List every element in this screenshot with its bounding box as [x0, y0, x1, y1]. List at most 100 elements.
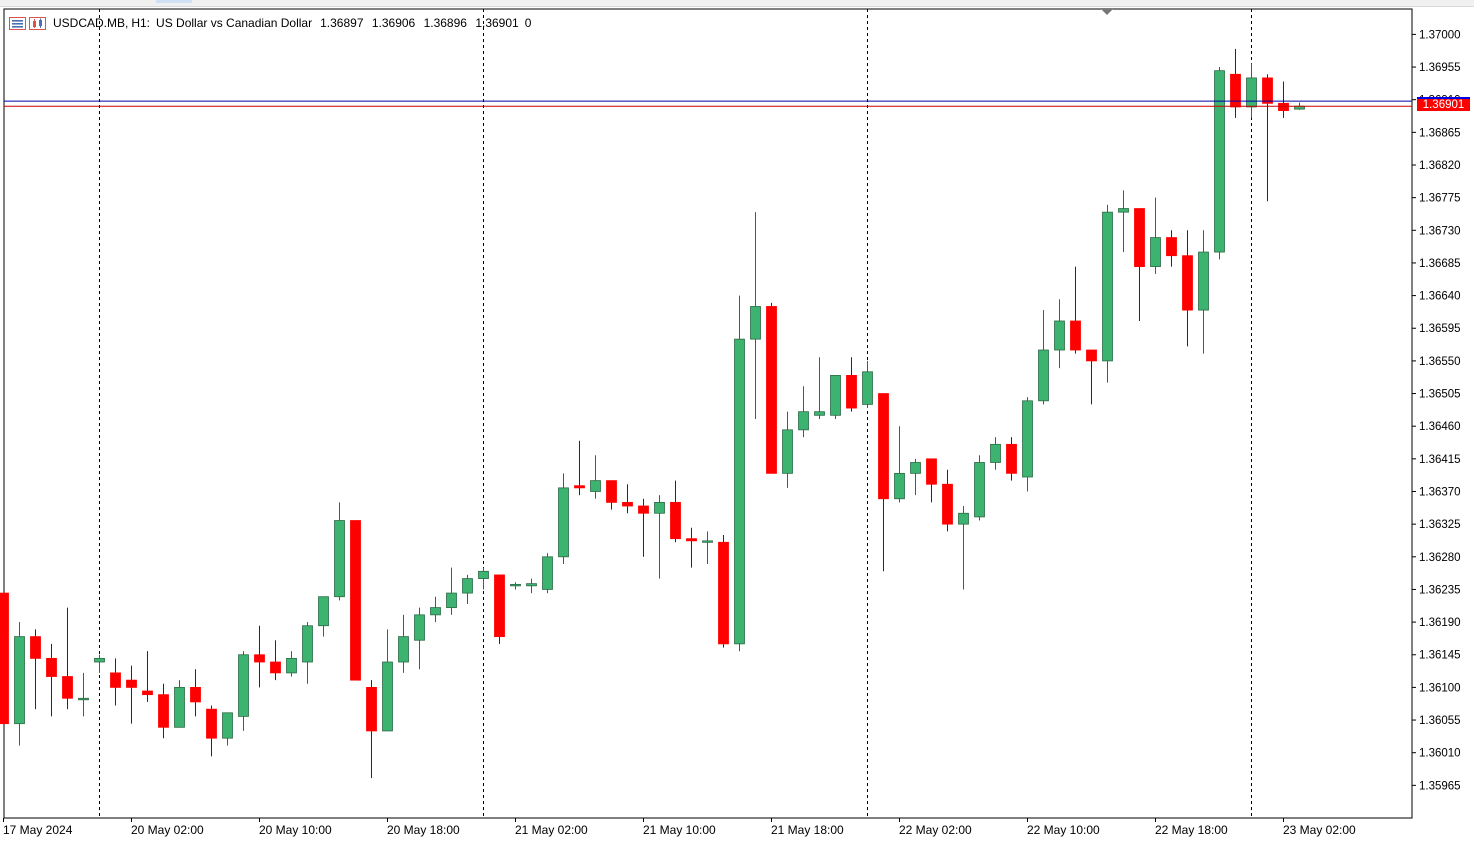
bear-candle: [30, 636, 41, 659]
bull-candle: [1246, 77, 1257, 108]
time-tick-label: 20 May 10:00: [259, 823, 332, 837]
active-tab-indicator[interactable]: [156, 0, 192, 3]
bull-candle: [174, 686, 185, 728]
bull-candle: [1102, 211, 1113, 362]
bull-candle: [222, 712, 233, 739]
ask-price-marker: [1417, 97, 1470, 101]
bear-candle: [254, 654, 265, 663]
bull-candle: [318, 596, 329, 627]
bull-candle: [446, 592, 457, 608]
bear-candle: [1230, 73, 1241, 108]
bull-candle: [430, 607, 441, 616]
bull-candle: [382, 661, 393, 732]
price-tick-label: 1.36415: [1419, 454, 1461, 466]
symbol-label: USDCAD.MB,: [53, 16, 129, 30]
time-tick-label: 21 May 18:00: [771, 823, 844, 837]
price-tick-label: 1.36550: [1419, 356, 1461, 368]
time-tick-label: 22 May 10:00: [1027, 823, 1100, 837]
shift-marker-icon: [1101, 9, 1113, 15]
time-tick-label: 22 May 02:00: [899, 823, 972, 837]
ohlc-readout: 1.36897 1.36906 1.36896 1.36901: [312, 16, 519, 30]
bear-candle: [574, 485, 585, 489]
bear-candle: [494, 574, 505, 638]
bear-candle: [46, 657, 57, 677]
price-tick-label: 1.36955: [1419, 62, 1461, 74]
price-tick-label: 1.36325: [1419, 519, 1461, 531]
bull-candle: [910, 462, 921, 474]
volume-value: 0: [524, 16, 532, 30]
bull-candle: [1214, 70, 1225, 253]
price-tick-label: 1.36640: [1419, 291, 1461, 303]
bear-candle: [1070, 320, 1081, 351]
bear-candle: [190, 686, 201, 703]
bull-candle: [862, 371, 873, 405]
price-tick-label: 1.36010: [1419, 748, 1461, 760]
bull-candle: [734, 338, 745, 645]
bear-candle: [942, 483, 953, 525]
price-tick-label: 1.36865: [1419, 127, 1461, 139]
grid-layer: [3, 8, 1413, 819]
bear-candle: [1278, 102, 1289, 111]
timeframe-label: H1:: [131, 16, 151, 30]
price-tick-label: 1.36820: [1419, 160, 1461, 172]
symbol-description: US Dollar vs Canadian Dollar: [156, 16, 313, 30]
bear-candle: [1134, 208, 1145, 267]
time-tick-label: 23 May 02:00: [1283, 823, 1356, 837]
bear-candle: [606, 480, 617, 503]
bear-candle: [366, 686, 377, 732]
bull-candle: [542, 556, 553, 590]
bull-candle: [398, 636, 409, 663]
bull-candle: [894, 472, 905, 500]
price-tick-label: 1.36235: [1419, 584, 1461, 596]
bull-candle: [1150, 237, 1161, 267]
bull-candle: [974, 462, 985, 518]
bull-candle: [526, 583, 537, 587]
bull-candle: [94, 657, 105, 663]
price-tick-label: 1.36055: [1419, 715, 1461, 727]
price-tick-label: 1.36775: [1419, 193, 1461, 205]
bear-candle: [670, 501, 681, 540]
price-tick-label: 1.36280: [1419, 552, 1461, 564]
bear-candle: [1006, 443, 1017, 474]
price-tick-label: 1.37000: [1419, 29, 1461, 41]
bear-candle: [638, 505, 649, 514]
bull-candle: [414, 614, 425, 641]
bull-candle: [798, 411, 809, 431]
current-price-badge: 1.36901: [1417, 97, 1470, 112]
bull-candle: [782, 429, 793, 474]
bear-candle: [158, 694, 169, 728]
bear-candle: [350, 520, 361, 681]
bull-candle: [830, 375, 841, 416]
time-tick-label: 20 May 02:00: [131, 823, 204, 837]
bull-candle: [510, 583, 521, 587]
plot-frame: [3, 8, 1413, 819]
bars-menu-icon[interactable]: [9, 16, 26, 30]
bull-candle: [1022, 400, 1033, 478]
price-tick-label: 1.35965: [1419, 780, 1461, 792]
price-tick-label: 1.36595: [1419, 323, 1461, 335]
bear-candle: [206, 708, 217, 739]
bull-candle: [750, 306, 761, 340]
bear-candle: [1262, 77, 1273, 104]
bid-price-label: 1.36901: [1417, 99, 1470, 112]
bull-candle: [1054, 320, 1065, 351]
time-tick-label: 22 May 18:00: [1155, 823, 1228, 837]
bear-candle: [270, 661, 281, 674]
bear-candle: [878, 393, 889, 500]
bull-candle: [654, 501, 665, 514]
chart-type-icon[interactable]: [29, 16, 46, 30]
price-tick-label: 1.36190: [1419, 617, 1461, 629]
bear-candle: [766, 306, 777, 474]
bear-candle: [718, 541, 729, 645]
time-tick-label: 21 May 02:00: [515, 823, 588, 837]
price-tick-label: 1.36370: [1419, 486, 1461, 498]
bear-candle: [62, 676, 73, 699]
open-value: 1.36897: [320, 16, 364, 30]
close-value: 1.36901: [475, 16, 519, 30]
bear-candle: [1086, 349, 1097, 362]
time-tick-label: 17 May 2024: [3, 823, 73, 837]
bull-candle: [334, 520, 345, 598]
bear-candle: [142, 690, 153, 696]
